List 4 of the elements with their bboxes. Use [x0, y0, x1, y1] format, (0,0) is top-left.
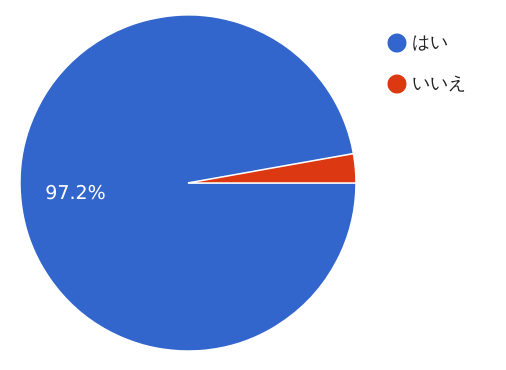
- legend-label: いいえ: [412, 73, 466, 94]
- legend-label: はい: [412, 32, 448, 53]
- pie-slice: [19, 14, 357, 352]
- data-label: 97.2%: [45, 182, 106, 204]
